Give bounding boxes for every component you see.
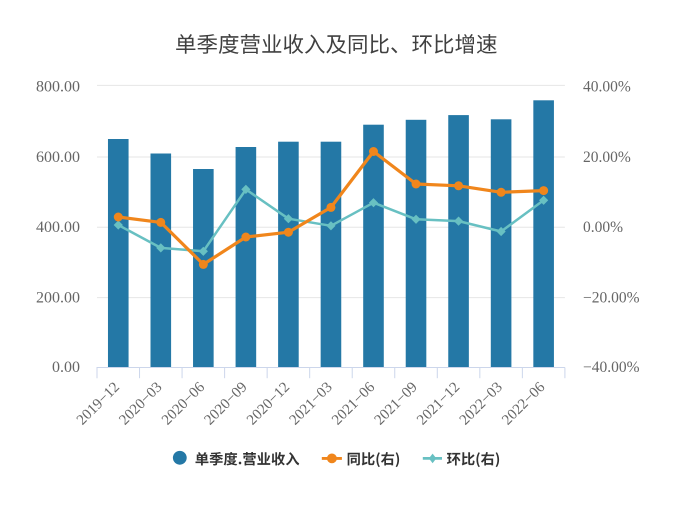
svg-text:0.00%: 0.00% <box>583 219 623 236</box>
svg-text:200.00: 200.00 <box>36 289 80 306</box>
svg-text:20.00%: 20.00% <box>583 149 631 166</box>
svg-text:400.00: 400.00 <box>36 219 80 236</box>
svg-text:−40.00%: −40.00% <box>583 359 640 376</box>
svg-text:800.00: 800.00 <box>36 79 80 96</box>
svg-text:−20.00%: −20.00% <box>583 289 640 306</box>
svg-text:40.00%: 40.00% <box>583 79 631 96</box>
svg-text:600.00: 600.00 <box>36 149 80 166</box>
svg-text:0.00: 0.00 <box>52 359 80 376</box>
